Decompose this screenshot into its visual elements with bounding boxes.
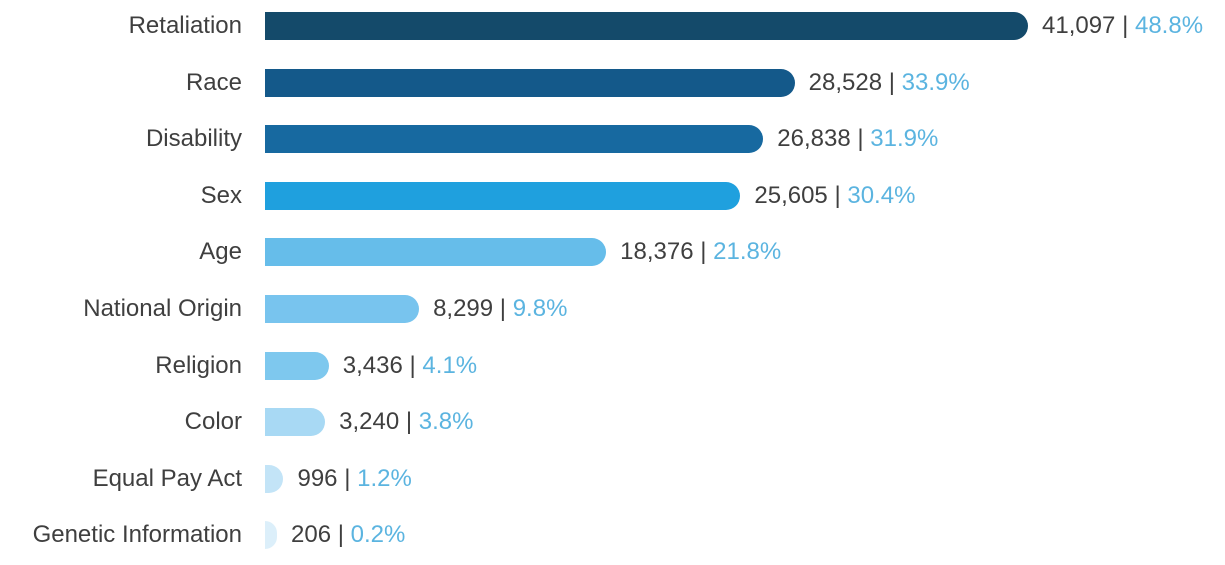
- category-label: Genetic Information: [32, 521, 242, 548]
- label-separator: |: [834, 182, 841, 209]
- bar: [265, 465, 284, 493]
- bar-row: Disability 26,838 | 31.9%: [0, 125, 1225, 153]
- count-label: 28,528: [808, 69, 883, 96]
- data-label: 3,436 | 4.1%: [343, 352, 477, 380]
- category-label: Equal Pay Act: [92, 465, 242, 492]
- category-label: Disability: [145, 125, 242, 152]
- percent-label: 33.9%: [901, 69, 970, 96]
- bar: [265, 408, 326, 436]
- bar-row: Retaliation 41,097 | 48.8%: [0, 12, 1225, 40]
- bar: [265, 125, 764, 153]
- count-label: 3,436: [342, 352, 403, 379]
- category-label: Sex: [200, 182, 242, 209]
- data-label: 28,528 | 33.9%: [809, 69, 970, 97]
- percent-label: 21.8%: [713, 238, 782, 265]
- category-label: Retaliation: [128, 12, 242, 39]
- bar: [265, 182, 741, 210]
- data-label: 26,838 | 31.9%: [777, 125, 938, 153]
- bar: [265, 295, 420, 323]
- bar-row: Sex 25,605 | 30.4%: [0, 182, 1225, 210]
- data-label: 8,299 | 9.8%: [433, 295, 567, 323]
- percent-label: 0.2%: [350, 521, 406, 548]
- count-label: 26,838: [777, 125, 851, 152]
- percent-label: 48.8%: [1134, 12, 1204, 39]
- data-label: 18,376 | 21.8%: [620, 238, 781, 266]
- label-separator: |: [337, 521, 344, 548]
- count-label: 206: [291, 521, 332, 548]
- bar: [265, 238, 607, 266]
- category-label: Religion: [155, 352, 242, 379]
- count-label: 996: [297, 465, 338, 492]
- count-label: 18,376: [620, 238, 694, 265]
- percent-label: 31.9%: [870, 125, 939, 152]
- percent-label: 3.8%: [418, 408, 474, 435]
- bar-row: Age 18,376 | 21.8%: [0, 238, 1225, 266]
- data-label: 996 | 1.2%: [297, 465, 411, 493]
- data-label: 3,240 | 3.8%: [339, 408, 473, 436]
- label-separator: |: [405, 408, 413, 435]
- count-label: 25,605: [754, 182, 828, 209]
- percent-label: 9.8%: [512, 295, 568, 322]
- data-label: 41,097 | 48.8%: [1042, 12, 1203, 40]
- count-label: 8,299: [433, 295, 494, 322]
- percent-label: 4.1%: [422, 352, 478, 379]
- category-label: National Origin: [83, 295, 242, 322]
- bar: [265, 12, 1028, 40]
- bar-row: National Origin 8,299 | 9.8%: [0, 295, 1225, 323]
- label-separator: |: [1122, 12, 1129, 39]
- category-label: Color: [184, 408, 242, 435]
- category-label: Race: [185, 69, 242, 96]
- label-separator: |: [409, 352, 416, 379]
- bar-row: Color 3,240 | 3.8%: [0, 408, 1225, 436]
- category-label: Age: [199, 238, 242, 265]
- count-label: 3,240: [339, 408, 400, 435]
- data-label: 206 | 0.2%: [291, 521, 405, 549]
- label-separator: |: [344, 465, 351, 492]
- bar: [265, 352, 329, 380]
- bar-row: Equal Pay Act 996 | 1.2%: [0, 465, 1225, 493]
- label-separator: |: [857, 125, 864, 152]
- bar-row: Race 28,528 | 33.9%: [0, 69, 1225, 97]
- data-label: 25,605 | 30.4%: [754, 182, 915, 210]
- label-separator: |: [888, 69, 895, 96]
- label-separator: |: [700, 238, 707, 265]
- bar-row: Genetic Information 206 | 0.2%: [0, 521, 1225, 549]
- bar-row: Religion 3,436 | 4.1%: [0, 352, 1225, 380]
- percent-label: 1.2%: [357, 465, 412, 492]
- count-label: 41,097: [1042, 12, 1116, 39]
- bar: [265, 521, 277, 549]
- percent-label: 30.4%: [847, 182, 916, 209]
- label-separator: |: [499, 295, 507, 322]
- bar: [265, 69, 795, 97]
